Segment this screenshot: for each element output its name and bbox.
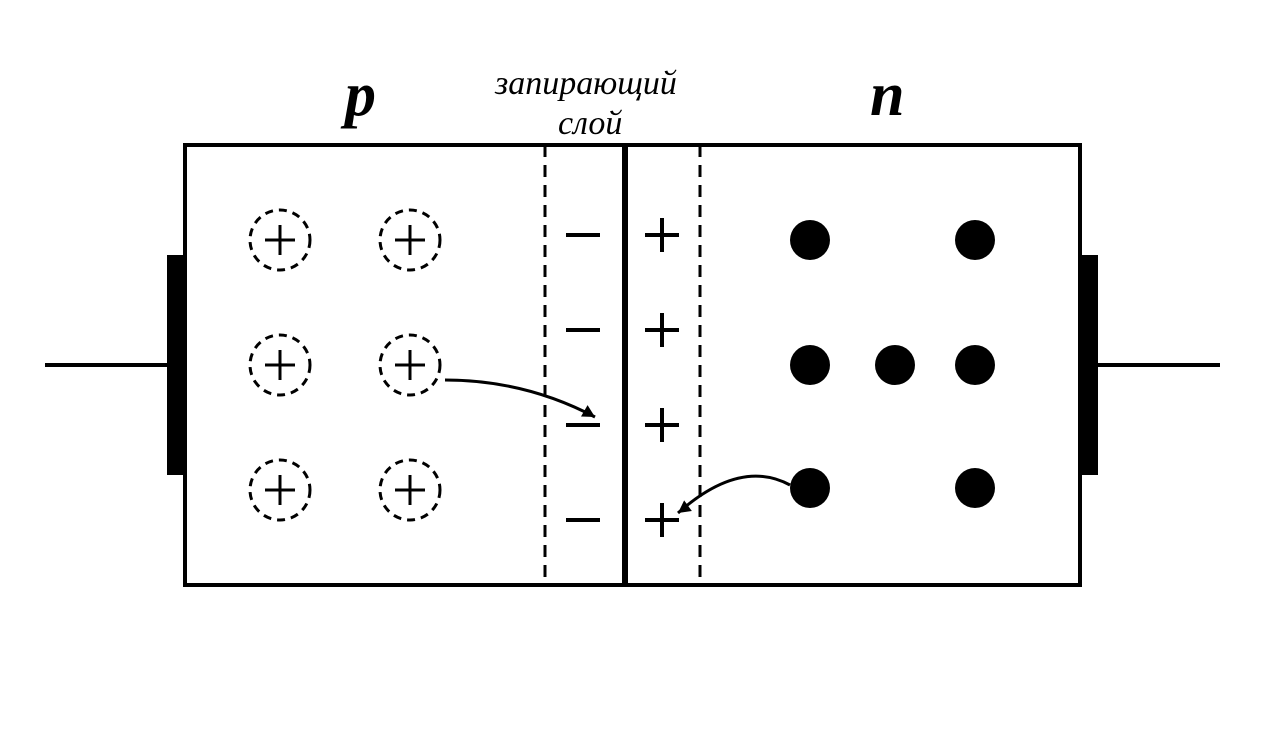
diagram-canvas: p n запирающий слой	[0, 0, 1264, 736]
electron-dot-1	[955, 220, 995, 260]
diagram-svg	[0, 0, 1264, 736]
hole-arrow-path	[445, 380, 595, 417]
electron-dot-3	[875, 345, 915, 385]
electron-arrow-path	[678, 476, 790, 513]
left-terminal	[167, 255, 187, 475]
electron-dot-4	[955, 345, 995, 385]
right-terminal	[1078, 255, 1098, 475]
electron-dot-6	[955, 468, 995, 508]
electron-dot-5	[790, 468, 830, 508]
electron-dot-2	[790, 345, 830, 385]
electron-dot-0	[790, 220, 830, 260]
outer-box	[185, 145, 1080, 585]
